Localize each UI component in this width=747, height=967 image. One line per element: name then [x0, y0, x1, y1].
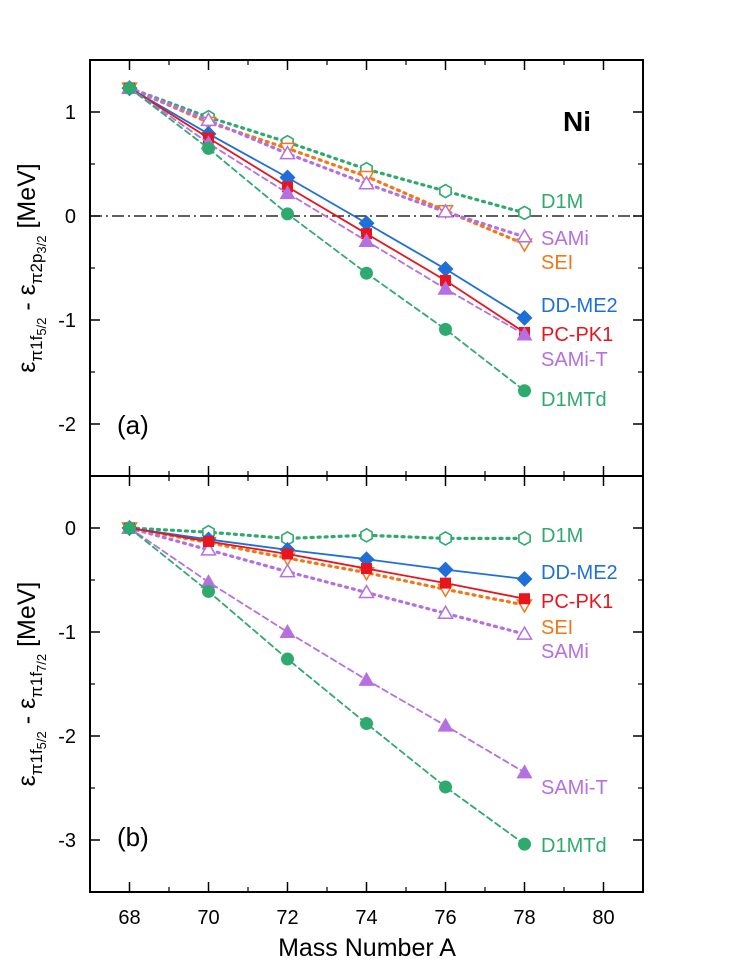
series-line-d1mtd: [128, 527, 526, 846]
x-axis-label: Mass Number A: [278, 934, 456, 962]
y-axis-label: επ1f5/2 - επ2p3/2 [MeV]: [13, 163, 49, 373]
data-point-sami-t: [279, 624, 296, 638]
series-line-pc-pk1: [128, 527, 526, 600]
data-point-d1m: [439, 183, 452, 199]
series-line-sami: [127, 526, 527, 636]
series-line-sami: [127, 86, 527, 239]
series-line-dd-me2: [128, 87, 526, 319]
data-point-d1mtd: [123, 81, 136, 95]
legend-label-d1m: D1M: [541, 525, 583, 547]
legend-label-pc-pk1: PC-PK1: [541, 591, 613, 613]
data-point-d1mtd: [202, 584, 215, 598]
series-line-sami-t: [128, 87, 526, 336]
data-point-pc-pk1: [519, 593, 530, 605]
legend-label-sei: SEI: [541, 252, 573, 274]
legend-label-sami-t: SAMi-T: [541, 349, 608, 371]
y-axis-label: επ1f5/2 - επ1f7/2 [MeV]: [13, 582, 49, 787]
series-line-sami-t: [128, 527, 526, 774]
data-point-sami-t: [437, 717, 454, 732]
panel-label: (a): [117, 410, 149, 440]
data-point-sami-t: [437, 280, 454, 295]
nucleus-label: Ni: [563, 106, 591, 137]
data-point-dd-me2: [516, 309, 533, 326]
legend-label-dd-me2: DD-ME2: [541, 562, 618, 584]
y-tick-label: -1: [58, 622, 76, 644]
legend-label-sami-t: SAMi-T: [541, 777, 608, 799]
data-point-dd-me2: [358, 215, 375, 232]
data-point-d1mtd: [439, 322, 452, 336]
data-point-d1mtd: [360, 717, 373, 731]
data-point-sami: [358, 583, 375, 599]
data-point-sami-t: [516, 764, 533, 779]
series-line-d1mtd: [128, 87, 526, 392]
data-point-dd-me2: [516, 570, 533, 587]
data-point-pc-pk1: [203, 536, 214, 548]
x-tick-label: 74: [355, 907, 377, 929]
x-tick-label: 70: [197, 907, 219, 929]
data-point-sami-t: [358, 232, 375, 247]
y-tick-label: -2: [58, 726, 76, 748]
x-tick-label: 72: [276, 907, 298, 929]
data-point-sami: [279, 145, 296, 160]
data-point-d1m: [518, 205, 531, 221]
data-point-sami-t: [358, 671, 375, 686]
legend-label-d1mtd: D1MTd: [541, 389, 607, 411]
y-tick-label: -2: [58, 414, 76, 436]
series-line-pc-pk1: [128, 87, 526, 334]
legend-label-dd-me2: DD-ME2: [541, 295, 618, 317]
data-point-d1mtd: [439, 780, 452, 794]
data-point-d1mtd: [281, 207, 294, 221]
y-tick-label: -1: [58, 310, 76, 332]
legend-label-pc-pk1: PC-PK1: [541, 324, 613, 346]
x-tick-label: 76: [434, 907, 456, 929]
data-point-d1mtd: [123, 521, 136, 535]
data-point-d1mtd: [518, 837, 531, 851]
data-point-dd-me2: [437, 561, 454, 578]
y-tick-label: -3: [58, 830, 76, 852]
legend-label-sei: SEI: [541, 617, 573, 639]
data-point-pc-pk1: [282, 548, 293, 560]
series-line-d1m: [127, 526, 527, 541]
data-point-sami: [200, 541, 217, 556]
data-point-sami: [200, 111, 217, 127]
data-point-d1mtd: [202, 141, 215, 155]
data-point-sami-t: [200, 574, 217, 589]
data-point-sami: [516, 625, 533, 640]
data-point-sami: [279, 563, 296, 578]
data-point-d1mtd: [518, 384, 531, 398]
data-point-sami: [358, 175, 375, 190]
legend-label-sami: SAMi: [541, 228, 589, 250]
data-point-pc-pk1: [440, 577, 451, 589]
y-tick-label: 1: [65, 102, 76, 124]
data-point-sami: [437, 203, 454, 218]
legend-label-sami: SAMi: [541, 641, 589, 663]
data-point-sami: [516, 228, 533, 243]
series-line-dd-me2: [128, 527, 526, 580]
data-point-pc-pk1: [440, 274, 451, 286]
y-tick-label: 0: [65, 206, 76, 228]
x-tick-label: 80: [592, 907, 614, 929]
y-tick-label: 0: [65, 518, 76, 540]
data-point-sami: [437, 604, 454, 620]
data-point-sami-t: [516, 326, 533, 341]
data-point-d1mtd: [360, 266, 373, 280]
series-line-sei: [127, 526, 527, 607]
data-point-d1m: [360, 527, 373, 543]
data-point-pc-pk1: [361, 563, 372, 575]
legend-label-d1m: D1M: [541, 191, 583, 213]
data-point-d1mtd: [281, 652, 294, 666]
data-point-dd-me2: [437, 261, 454, 278]
data-point-d1m: [439, 530, 452, 546]
x-tick-label: 78: [513, 907, 535, 929]
data-point-d1m: [518, 530, 531, 546]
data-point-sami-t: [279, 185, 296, 200]
series-line-d1m: [127, 86, 527, 215]
panel-label: (b): [117, 822, 149, 852]
legend-label-d1mtd: D1MTd: [541, 835, 607, 857]
x-tick-label: 68: [118, 907, 140, 929]
